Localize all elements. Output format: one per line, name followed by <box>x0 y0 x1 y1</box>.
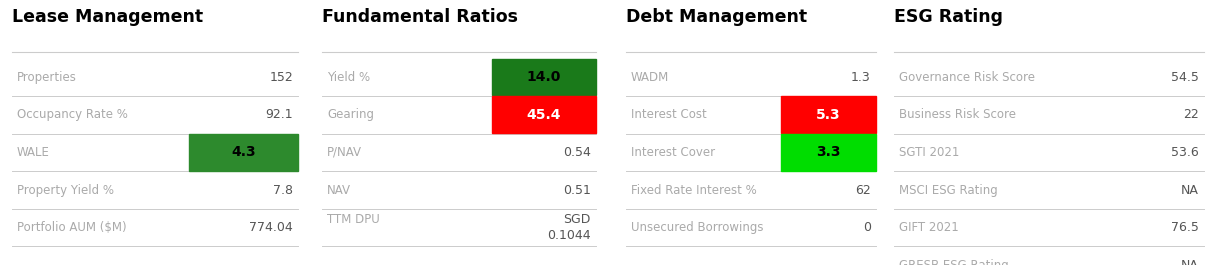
Bar <box>190 134 298 171</box>
Text: SGTI 2021: SGTI 2021 <box>899 146 959 159</box>
Text: 14.0: 14.0 <box>527 70 561 84</box>
Text: 774.04: 774.04 <box>249 221 293 234</box>
Text: 3.3: 3.3 <box>816 145 840 159</box>
Text: NA: NA <box>1181 183 1199 197</box>
Text: Unsecured Borrowings: Unsecured Borrowings <box>631 221 764 234</box>
Text: Governance Risk Score: Governance Risk Score <box>899 70 1035 84</box>
Text: Interest Cost: Interest Cost <box>631 108 706 121</box>
Text: TTM DPU: TTM DPU <box>327 213 379 226</box>
Text: ESG Rating: ESG Rating <box>894 8 1003 26</box>
Text: SGD: SGD <box>563 213 591 226</box>
Text: WADM: WADM <box>631 70 669 84</box>
Text: 54.5: 54.5 <box>1171 70 1199 84</box>
Text: 7.8: 7.8 <box>274 183 293 197</box>
Text: 0.1044: 0.1044 <box>547 229 591 242</box>
Bar <box>491 96 596 133</box>
Bar <box>781 134 876 171</box>
Text: P/NAV: P/NAV <box>327 146 362 159</box>
Text: Portfolio AUM ($M): Portfolio AUM ($M) <box>17 221 126 234</box>
Text: 92.1: 92.1 <box>265 108 293 121</box>
Text: Occupancy Rate %: Occupancy Rate % <box>17 108 128 121</box>
Text: Fixed Rate Interest %: Fixed Rate Interest % <box>631 183 756 197</box>
Text: Gearing: Gearing <box>327 108 375 121</box>
Bar <box>491 59 596 95</box>
Text: 62: 62 <box>855 183 871 197</box>
Text: 4.3: 4.3 <box>231 145 255 159</box>
Text: 76.5: 76.5 <box>1171 221 1199 234</box>
Text: 1.3: 1.3 <box>851 70 871 84</box>
Text: 0: 0 <box>862 221 871 234</box>
Text: WALE: WALE <box>17 146 50 159</box>
Text: GIFT 2021: GIFT 2021 <box>899 221 958 234</box>
Text: 0.54: 0.54 <box>563 146 591 159</box>
Text: 22: 22 <box>1183 108 1199 121</box>
Text: Debt Management: Debt Management <box>626 8 807 26</box>
Text: GRESB ESG Rating: GRESB ESG Rating <box>899 259 1008 265</box>
Text: 53.6: 53.6 <box>1171 146 1199 159</box>
Text: Fundamental Ratios: Fundamental Ratios <box>322 8 518 26</box>
Text: Business Risk Score: Business Risk Score <box>899 108 1015 121</box>
Text: Interest Cover: Interest Cover <box>631 146 715 159</box>
Text: Property Yield %: Property Yield % <box>17 183 114 197</box>
Text: Properties: Properties <box>17 70 77 84</box>
Text: Lease Management: Lease Management <box>12 8 203 26</box>
Text: NA: NA <box>1181 259 1199 265</box>
Text: 152: 152 <box>269 70 293 84</box>
Text: NAV: NAV <box>327 183 351 197</box>
Text: Yield %: Yield % <box>327 70 370 84</box>
Text: 5.3: 5.3 <box>816 108 840 122</box>
Text: MSCI ESG Rating: MSCI ESG Rating <box>899 183 997 197</box>
Text: 45.4: 45.4 <box>527 108 561 122</box>
Bar <box>781 96 876 133</box>
Text: 0.51: 0.51 <box>563 183 591 197</box>
